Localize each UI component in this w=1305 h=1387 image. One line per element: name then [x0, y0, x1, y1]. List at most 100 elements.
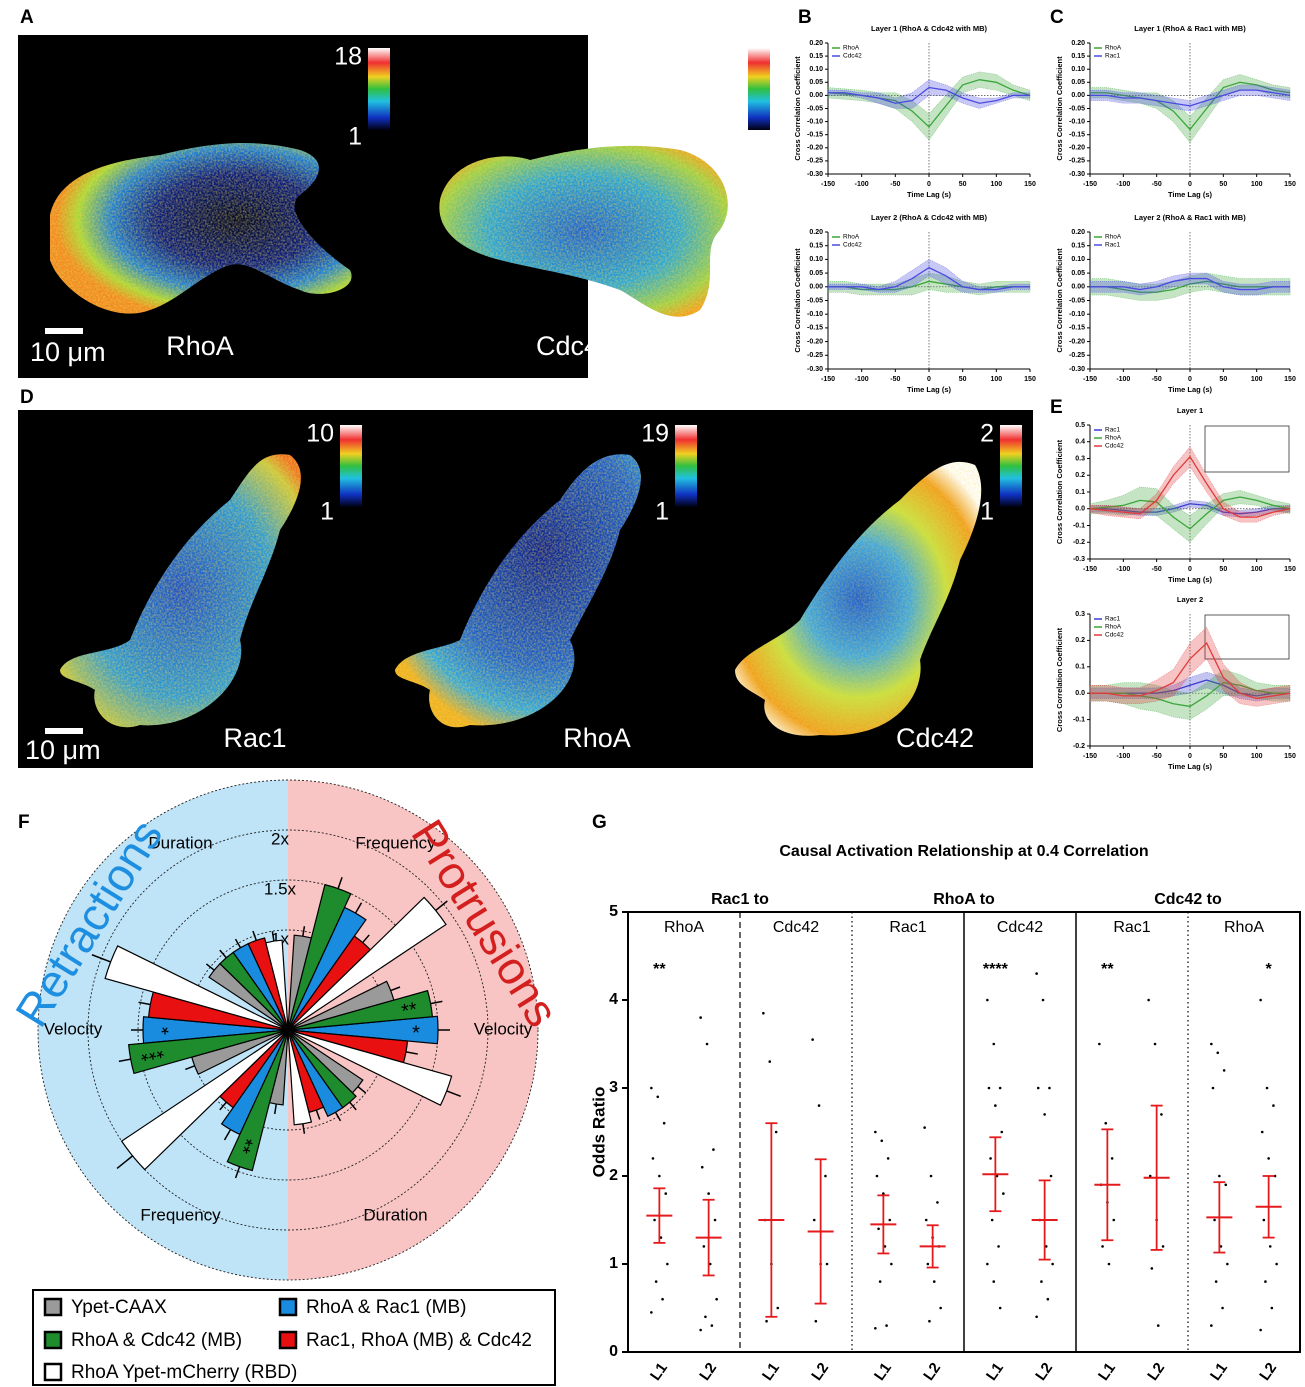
legend-label: RhoA	[1105, 45, 1122, 52]
y-tick-label: 0.0	[1075, 506, 1085, 513]
x-tick-label: -50	[890, 376, 900, 383]
y-axis-label: Cross Correlation Coefficient	[793, 248, 802, 353]
data-point	[712, 1148, 715, 1151]
image-label: Cdc42	[536, 331, 614, 361]
data-point	[762, 1012, 765, 1015]
data-point	[1160, 1113, 1163, 1116]
y-tick-label: 0.3	[1075, 611, 1085, 618]
x-tick-label: -150	[1083, 376, 1097, 383]
data-point	[994, 1104, 997, 1107]
target-label: Rac1	[1113, 919, 1150, 936]
x-tick-label: -150	[1083, 753, 1097, 760]
data-point	[1162, 1245, 1165, 1248]
data-point	[1147, 999, 1150, 1002]
x-axis-label: Time Lag (s)	[1168, 385, 1213, 394]
data-point	[992, 1280, 995, 1283]
y-axis-label: Cross Correlation Coefficient	[1055, 56, 1064, 161]
colorbar-max: 10	[714, 43, 742, 71]
y-axis-label: Cross Correlation Coefficient	[793, 56, 802, 161]
y-tick-label: 0.20	[809, 229, 823, 236]
y-tick-label: 1	[609, 1255, 618, 1272]
y-tick-label: 0.4	[1075, 439, 1085, 446]
group-label: Rac1 to	[711, 891, 769, 908]
image-label: Cdc42	[896, 723, 974, 753]
significance: ***	[138, 1039, 165, 1065]
legend-swatch	[45, 1299, 61, 1315]
data-point	[1035, 972, 1038, 975]
y-tick-label: -0.05	[1069, 105, 1085, 112]
data-point	[1037, 1087, 1040, 1090]
legend-label: Rac1	[1105, 242, 1121, 249]
data-point	[927, 1263, 930, 1266]
y-tick-label: 0.1	[1075, 489, 1085, 496]
colorbar-min: 1	[320, 498, 334, 526]
data-point	[824, 1175, 827, 1178]
colorbar-max: 19	[641, 420, 669, 448]
scale-bar	[45, 328, 83, 334]
legend-label: Rac1	[1105, 53, 1121, 60]
colorbar	[1000, 425, 1022, 507]
y-tick-label: -0.20	[1069, 338, 1085, 345]
x-tick-label: 150	[1284, 753, 1296, 760]
data-point	[925, 1219, 928, 1222]
significance: ****	[983, 961, 1009, 978]
x-tick-label: 0	[1188, 181, 1192, 188]
y-tick-label: -0.25	[1069, 158, 1085, 165]
y-tick-label: -0.05	[807, 105, 823, 112]
data-point	[656, 1096, 659, 1099]
data-point	[1269, 1245, 1272, 1248]
x-tick-label: 150	[1024, 376, 1036, 383]
x-tick-label: L1	[1207, 1360, 1231, 1384]
data-point	[815, 1320, 818, 1323]
x-tick-label: 50	[1219, 181, 1227, 188]
data-point	[1157, 1324, 1160, 1327]
colorbar-min: 1	[348, 123, 362, 151]
image-label: RhoA	[166, 331, 234, 361]
data-point	[661, 1298, 664, 1301]
data-point	[655, 1280, 658, 1283]
y-tick-label: -0.20	[807, 145, 823, 152]
y-tick-label: 0.15	[809, 53, 823, 60]
colorbar-min: 1	[655, 498, 669, 526]
page: {"panel_labels": ["A", "B", "C", "D", "E…	[0, 0, 1305, 1387]
y-tick-label: -0.10	[1069, 311, 1085, 318]
data-point	[992, 1043, 995, 1046]
y-axis-label: Cross Correlation Coefficient	[1055, 627, 1064, 732]
x-tick-label: 150	[1024, 181, 1036, 188]
data-point	[1216, 1052, 1219, 1055]
x-tick-label: 0	[927, 181, 931, 188]
data-point	[1212, 1087, 1215, 1090]
legend-label: Cdc42	[843, 53, 862, 60]
target-label: Cdc42	[773, 919, 819, 936]
data-point	[874, 1131, 877, 1134]
data-point	[703, 1245, 706, 1248]
y-tick-label: -0.15	[1069, 325, 1085, 332]
legend-label: RhoA Ypet-mCherry (RBD)	[71, 1362, 297, 1383]
scale-bar-label: 10 μm	[25, 735, 101, 765]
y-tick-label: 0.10	[1071, 256, 1085, 263]
x-tick-label: 100	[1251, 376, 1263, 383]
y-tick-label: -0.20	[807, 338, 823, 345]
chart-title: Layer 1 (RhoA & Rac1 with MB)	[1134, 24, 1246, 33]
data-point	[1048, 1087, 1051, 1090]
y-axis-label: Cross Correlation Coefficient	[1055, 248, 1064, 353]
data-point	[1226, 1263, 1229, 1266]
x-tick-label: -50	[1152, 753, 1162, 760]
panel-label: D	[20, 387, 34, 408]
y-tick-label: -0.2	[1073, 743, 1085, 750]
panel-label: C	[1050, 7, 1064, 28]
y-tick-label: 2	[609, 1167, 618, 1184]
x-axis-label: Time Lag (s)	[1168, 762, 1213, 771]
data-point	[887, 1157, 890, 1160]
y-axis-label: Cross Correlation Coefficient	[1055, 439, 1064, 544]
data-point	[986, 1263, 989, 1266]
data-point	[826, 1263, 829, 1266]
y-tick-label: 0.2	[1075, 637, 1085, 644]
scale-bar-label: 10 μm	[30, 337, 106, 367]
x-tick-label: L1	[647, 1360, 671, 1384]
group-label: RhoA to	[933, 891, 995, 908]
data-point	[776, 1307, 779, 1310]
y-tick-label: 0.15	[1071, 53, 1085, 60]
y-tick-label: 0.20	[1071, 40, 1085, 47]
y-tick-label: 0.20	[1071, 229, 1085, 236]
